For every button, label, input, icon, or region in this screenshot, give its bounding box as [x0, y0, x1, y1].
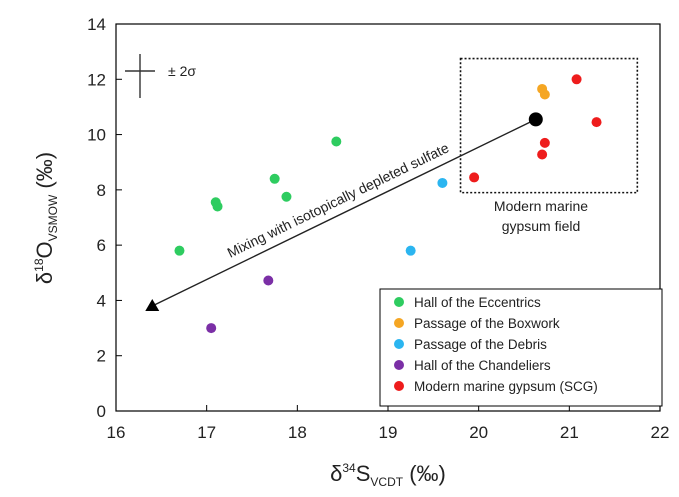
y-tick-label: 12 — [87, 70, 106, 89]
legend-marker — [394, 297, 404, 307]
x-axis-label: δ34SVCDT (‰) — [330, 461, 446, 489]
legend-label: Hall of the Eccentrics — [414, 295, 541, 310]
field-label-line2: gypsum field — [502, 218, 581, 234]
data-point — [206, 323, 217, 334]
data-points — [174, 74, 602, 334]
x-tick-label: 22 — [651, 423, 670, 442]
legend-label: Passage of the Boxwork — [414, 316, 560, 331]
data-point — [269, 173, 280, 184]
x-tick-label: 16 — [107, 423, 126, 442]
data-point — [263, 275, 274, 286]
mixing-end-marker — [145, 298, 160, 311]
axis-ticks: 16 17 18 19 20 21 22 0 2 4 6 8 10 12 14 — [87, 15, 669, 442]
legend: Hall of the Eccentrics Passage of the Box… — [379, 288, 663, 407]
y-axis-label: δ18OVSMOW (‰) — [32, 152, 60, 284]
data-point — [469, 172, 480, 183]
legend-marker — [394, 318, 404, 328]
y-tick-label: 6 — [97, 236, 106, 255]
data-point — [571, 74, 582, 85]
field-label-line1: Modern marine — [494, 198, 588, 214]
x-tick-label: 17 — [197, 423, 216, 442]
mixing-line — [145, 112, 543, 311]
x-tick-label: 18 — [288, 423, 307, 442]
data-point — [537, 149, 548, 160]
legend-marker — [394, 339, 404, 349]
error-bar-label: ± 2σ — [168, 63, 196, 79]
y-tick-label: 0 — [97, 402, 106, 421]
y-tick-label: 14 — [87, 15, 106, 34]
data-point — [281, 191, 292, 202]
x-tick-label: 20 — [469, 423, 488, 442]
legend-label: Modern marine gypsum (SCG) — [414, 379, 598, 394]
legend-marker — [394, 360, 404, 370]
modern-gypsum-field-box — [459, 57, 639, 194]
data-point — [212, 201, 223, 212]
y-tick-label: 10 — [87, 126, 106, 145]
y-tick-label: 4 — [97, 291, 106, 310]
legend-label: Passage of the Debris — [414, 337, 547, 352]
legend-box — [379, 288, 663, 407]
data-point — [331, 136, 342, 147]
data-point — [539, 137, 550, 148]
mixing-arrow-line — [151, 118, 537, 307]
legend-marker — [394, 381, 404, 391]
y-tick-label: 2 — [97, 347, 106, 366]
field-box-rect — [459, 57, 639, 194]
data-point — [437, 177, 448, 188]
x-tick-label: 19 — [379, 423, 398, 442]
x-axis-label-sup: 34 — [342, 461, 356, 475]
x-tick-label: 21 — [560, 423, 579, 442]
data-point — [539, 89, 550, 100]
error-bar-indicator: ± 2σ — [125, 54, 196, 98]
data-point — [591, 117, 602, 128]
y-tick-label: 8 — [97, 181, 106, 200]
mixing-start-marker — [528, 112, 543, 127]
data-point — [174, 245, 185, 256]
legend-label: Hall of the Chandeliers — [414, 358, 551, 373]
mixing-line-label: Mixing with isotopically depleted sulfat… — [225, 139, 452, 260]
data-point — [405, 245, 416, 256]
